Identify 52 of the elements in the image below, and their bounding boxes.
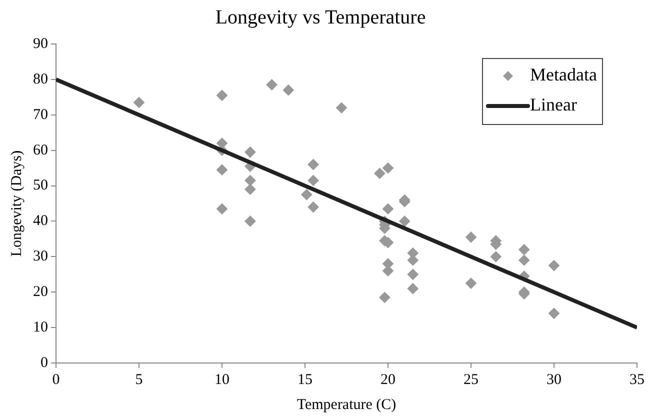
point xyxy=(379,292,390,303)
point xyxy=(407,283,418,294)
point xyxy=(308,202,319,213)
point xyxy=(336,102,348,114)
x-tick-label: 5 xyxy=(135,372,143,388)
x-tick-label: 30 xyxy=(546,372,562,388)
point xyxy=(399,216,410,227)
point xyxy=(466,232,476,243)
y-tick-label: 10 xyxy=(33,319,48,336)
point xyxy=(490,251,502,262)
point xyxy=(466,278,476,289)
y-tick-label: 90 xyxy=(33,36,48,52)
point xyxy=(266,79,278,90)
point xyxy=(216,203,228,214)
x-tick-label: 25 xyxy=(464,372,478,388)
point xyxy=(407,268,418,280)
point xyxy=(134,96,144,108)
legend-label: Linear xyxy=(530,94,577,115)
point xyxy=(244,216,256,227)
point xyxy=(301,189,312,200)
y-tick-label: 30 xyxy=(33,248,48,265)
point xyxy=(308,174,319,186)
legend-label: Metadata xyxy=(530,64,597,85)
point xyxy=(308,159,319,170)
y-tick-label: 50 xyxy=(33,178,48,194)
point xyxy=(548,260,560,272)
y-tick-label: 60 xyxy=(33,142,48,158)
chart-title: Longevity vs Temperature xyxy=(215,6,426,28)
y-tick-label: 20 xyxy=(33,284,48,300)
x-tick-label: 15 xyxy=(298,372,312,388)
point xyxy=(244,174,256,186)
point xyxy=(282,84,294,96)
x-axis-title: Temperature (C) xyxy=(296,396,396,413)
x-tick-label: 20 xyxy=(380,372,396,388)
point xyxy=(216,164,228,176)
point xyxy=(244,146,256,158)
point xyxy=(518,244,530,256)
point xyxy=(216,90,228,101)
y-tick-label: 80 xyxy=(33,71,48,88)
y-axis-title: Longevity (Days) xyxy=(8,150,25,257)
y-tick-label: 40 xyxy=(33,213,48,230)
y-tick-label: 0 xyxy=(40,354,48,371)
point xyxy=(518,254,530,266)
point xyxy=(382,162,394,174)
x-tick-label: 35 xyxy=(630,372,644,388)
point xyxy=(374,168,386,179)
y-tick-label: 70 xyxy=(33,106,48,123)
x-tick-label: 0 xyxy=(52,372,60,388)
point xyxy=(382,203,394,214)
point xyxy=(244,184,256,195)
point xyxy=(548,308,560,319)
x-tick-label: 10 xyxy=(214,372,230,388)
